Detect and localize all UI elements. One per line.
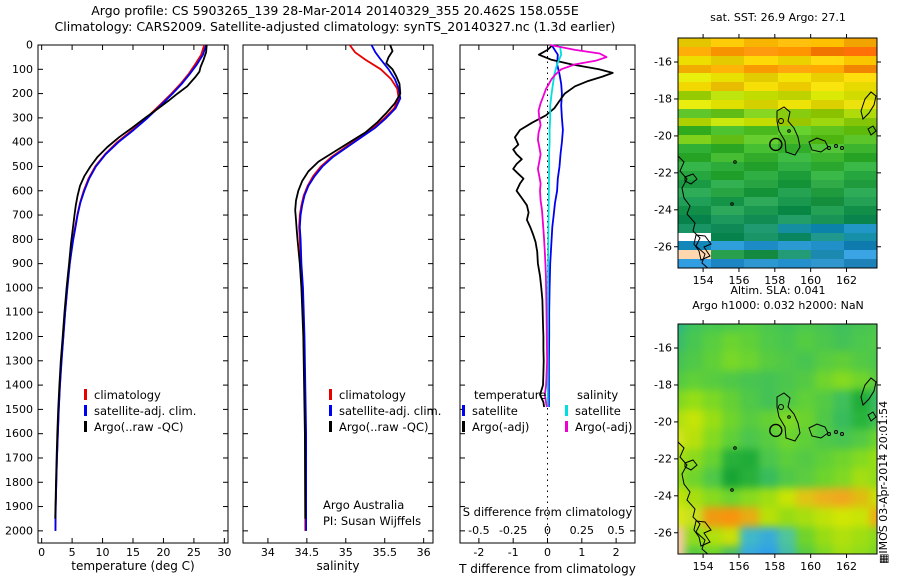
svg-text:154: 154 bbox=[693, 560, 714, 573]
svg-text:1700: 1700 bbox=[5, 451, 33, 464]
difference-legend-salinity: salinity satellite Argo(-adj) bbox=[565, 387, 632, 435]
legend-item-argo-t: Argo(-adj) bbox=[462, 419, 546, 435]
svg-text:10: 10 bbox=[96, 546, 110, 559]
satadj-line-swatch bbox=[84, 405, 87, 416]
sst-map-heatfield bbox=[678, 38, 877, 268]
climatology-line-swatch bbox=[84, 389, 87, 400]
svg-text:1200: 1200 bbox=[5, 330, 33, 343]
svg-text:-16: -16 bbox=[654, 342, 672, 355]
svg-text:34: 34 bbox=[261, 546, 275, 559]
svg-text:35.5: 35.5 bbox=[372, 546, 397, 559]
sla-map-heatfield bbox=[678, 324, 877, 554]
svg-text:1400: 1400 bbox=[5, 379, 33, 392]
svg-text:200: 200 bbox=[12, 87, 33, 100]
svg-text:-18: -18 bbox=[654, 378, 672, 391]
svg-text:-22: -22 bbox=[654, 166, 672, 179]
svg-text:1100: 1100 bbox=[5, 306, 33, 319]
svg-text:0: 0 bbox=[544, 546, 551, 559]
svg-text:-1: -1 bbox=[508, 546, 519, 559]
legend-item-climatology: climatology bbox=[84, 387, 196, 403]
legend-item-argo: Argo(..raw -QC) bbox=[329, 419, 441, 435]
svg-text:-0.5: -0.5 bbox=[468, 524, 489, 537]
legend-header-temperature: temperature bbox=[474, 388, 547, 402]
svg-text:1: 1 bbox=[578, 546, 585, 559]
svg-text:156: 156 bbox=[728, 560, 749, 573]
salinity-axis-label: salinity bbox=[316, 559, 360, 573]
svg-text:160: 160 bbox=[800, 560, 821, 573]
difference-legend-temperature: temperature satellite Argo(-adj) bbox=[462, 387, 546, 435]
legend-item-satellite-s: satellite bbox=[565, 403, 632, 419]
svg-text:0: 0 bbox=[26, 39, 33, 52]
svg-text:158: 158 bbox=[764, 560, 785, 573]
svg-text:2: 2 bbox=[613, 546, 620, 559]
svg-text:300: 300 bbox=[12, 111, 33, 124]
svg-text:1300: 1300 bbox=[5, 354, 33, 367]
svg-text:1600: 1600 bbox=[5, 427, 33, 440]
pi-attribution: Argo Australia PI: Susan Wijffels bbox=[323, 497, 421, 529]
svg-text:15: 15 bbox=[126, 546, 140, 559]
svg-text:25: 25 bbox=[187, 546, 201, 559]
temperature-legend: climatology satellite-adj. clim. Argo(..… bbox=[84, 387, 196, 435]
svg-text:-20: -20 bbox=[654, 415, 672, 428]
argo-line-swatch bbox=[84, 421, 87, 432]
legend-item-satellite-t: satellite bbox=[462, 403, 546, 419]
svg-text:20: 20 bbox=[156, 546, 170, 559]
pi-line2: PI: Susan Wijffels bbox=[323, 514, 422, 528]
legend-item-argo-s: Argo(-adj) bbox=[565, 419, 632, 435]
legend-header-salinity: salinity bbox=[577, 388, 619, 402]
figure-title-line1: Argo profile: CS 5903265_139 28-Mar-2014… bbox=[91, 3, 579, 18]
svg-text:-26: -26 bbox=[654, 240, 672, 253]
svg-text:2000: 2000 bbox=[5, 524, 33, 537]
legend-item-satadj: satellite-adj. clim. bbox=[329, 403, 441, 419]
t-difference-axis-label: T difference from climatology bbox=[459, 562, 636, 576]
svg-text:-24: -24 bbox=[654, 203, 672, 216]
s-difference-axis-label: S difference from climatology bbox=[462, 505, 633, 519]
legend-item-satadj: satellite-adj. clim. bbox=[84, 403, 196, 419]
svg-text:0.5: 0.5 bbox=[607, 524, 625, 537]
svg-text:-20: -20 bbox=[654, 129, 672, 142]
imos-timestamp: ▦IMOS 03-Apr-2014 20:01:54 bbox=[877, 400, 890, 564]
svg-text:34.5: 34.5 bbox=[295, 546, 320, 559]
svg-text:0: 0 bbox=[544, 524, 551, 537]
svg-text:-0.25: -0.25 bbox=[499, 524, 527, 537]
svg-text:5: 5 bbox=[69, 546, 76, 559]
svg-text:900: 900 bbox=[12, 257, 33, 270]
svg-text:100: 100 bbox=[12, 63, 33, 76]
svg-text:-2: -2 bbox=[473, 546, 484, 559]
svg-text:-24: -24 bbox=[654, 489, 672, 502]
svg-text:1800: 1800 bbox=[5, 476, 33, 489]
svg-text:0.25: 0.25 bbox=[570, 524, 595, 537]
svg-text:35: 35 bbox=[339, 546, 353, 559]
svg-text:1900: 1900 bbox=[5, 500, 33, 513]
svg-text:-16: -16 bbox=[654, 56, 672, 69]
svg-text:-26: -26 bbox=[654, 526, 672, 539]
svg-text:162: 162 bbox=[836, 560, 857, 573]
salinity-legend: climatology satellite-adj. clim. Argo(..… bbox=[329, 387, 441, 435]
svg-text:1000: 1000 bbox=[5, 281, 33, 294]
svg-text:600: 600 bbox=[12, 184, 33, 197]
svg-text:1500: 1500 bbox=[5, 403, 33, 416]
legend-item-argo: Argo(..raw -QC) bbox=[84, 419, 196, 435]
svg-text:0: 0 bbox=[38, 546, 45, 559]
svg-text:800: 800 bbox=[12, 233, 33, 246]
figure-title-line2: Climatology: CARS2009. Satellite-adjuste… bbox=[54, 19, 616, 34]
legend-item-climatology: climatology bbox=[329, 387, 441, 403]
svg-text:500: 500 bbox=[12, 160, 33, 173]
sst-map-title: sat. SST: 26.9 Argo: 27.1 bbox=[710, 11, 846, 24]
svg-text:-22: -22 bbox=[654, 452, 672, 465]
svg-text:36: 36 bbox=[417, 546, 431, 559]
pi-line1: Argo Australia bbox=[323, 498, 405, 512]
svg-text:400: 400 bbox=[12, 136, 33, 149]
svg-text:30: 30 bbox=[217, 546, 231, 559]
temperature-axis-label: temperature (deg C) bbox=[71, 559, 195, 573]
sla-map-title-line2: Argo h1000: 0.032 h2000: NaN bbox=[692, 299, 864, 312]
sla-map-title-line1: Altim. SLA: 0.041 bbox=[730, 284, 826, 297]
svg-text:700: 700 bbox=[12, 209, 33, 222]
svg-text:-18: -18 bbox=[654, 92, 672, 105]
